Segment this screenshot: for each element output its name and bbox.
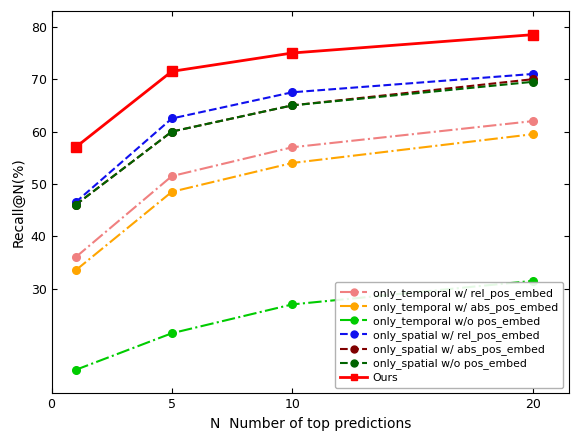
only_spatial w/o pos_embed bbox=[530, 79, 536, 84]
only_temporal w/ rel_pos_embed bbox=[168, 173, 175, 179]
only_temporal w/o pos_embed bbox=[72, 367, 79, 373]
only_spatial w/o pos_embed bbox=[289, 103, 296, 108]
only_spatial w/o pos_embed bbox=[72, 202, 79, 208]
Legend: only_temporal w/ rel_pos_embed, only_temporal w/ abs_pos_embed, only_temporal w/: only_temporal w/ rel_pos_embed, only_tem… bbox=[335, 282, 564, 388]
Ours bbox=[168, 69, 175, 74]
only_spatial w/ rel_pos_embed bbox=[289, 90, 296, 95]
Line: only_spatial w/o pos_embed: only_spatial w/o pos_embed bbox=[72, 78, 536, 209]
only_spatial w/ abs_pos_embed bbox=[72, 202, 79, 208]
Line: only_temporal w/ abs_pos_embed: only_temporal w/ abs_pos_embed bbox=[72, 130, 536, 274]
only_temporal w/ abs_pos_embed bbox=[530, 132, 536, 137]
only_spatial w/o pos_embed bbox=[168, 129, 175, 134]
only_spatial w/ rel_pos_embed bbox=[168, 116, 175, 121]
only_temporal w/ rel_pos_embed bbox=[72, 255, 79, 260]
Line: Ours: Ours bbox=[71, 30, 537, 152]
Line: only_temporal w/o pos_embed: only_temporal w/o pos_embed bbox=[72, 277, 536, 374]
Line: only_spatial w/ rel_pos_embed: only_spatial w/ rel_pos_embed bbox=[72, 70, 536, 206]
only_temporal w/ rel_pos_embed bbox=[530, 118, 536, 124]
only_spatial w/ rel_pos_embed bbox=[530, 71, 536, 76]
only_spatial w/ abs_pos_embed bbox=[530, 76, 536, 82]
Ours bbox=[289, 50, 296, 56]
only_temporal w/o pos_embed bbox=[289, 302, 296, 307]
only_temporal w/ abs_pos_embed bbox=[72, 268, 79, 273]
Line: only_temporal w/ rel_pos_embed: only_temporal w/ rel_pos_embed bbox=[72, 117, 536, 261]
Ours bbox=[530, 32, 536, 37]
only_temporal w/o pos_embed bbox=[168, 331, 175, 336]
only_temporal w/o pos_embed bbox=[530, 278, 536, 283]
only_temporal w/ abs_pos_embed bbox=[289, 160, 296, 166]
only_temporal w/ rel_pos_embed bbox=[289, 145, 296, 150]
Ours bbox=[72, 145, 79, 150]
Line: only_spatial w/ abs_pos_embed: only_spatial w/ abs_pos_embed bbox=[72, 76, 536, 209]
only_spatial w/ abs_pos_embed bbox=[168, 129, 175, 134]
only_spatial w/ abs_pos_embed bbox=[289, 103, 296, 108]
only_spatial w/ rel_pos_embed bbox=[72, 200, 79, 205]
X-axis label: N  Number of top predictions: N Number of top predictions bbox=[209, 417, 411, 431]
only_temporal w/ abs_pos_embed bbox=[168, 189, 175, 194]
Y-axis label: Recall@N(%): Recall@N(%) bbox=[11, 157, 25, 247]
